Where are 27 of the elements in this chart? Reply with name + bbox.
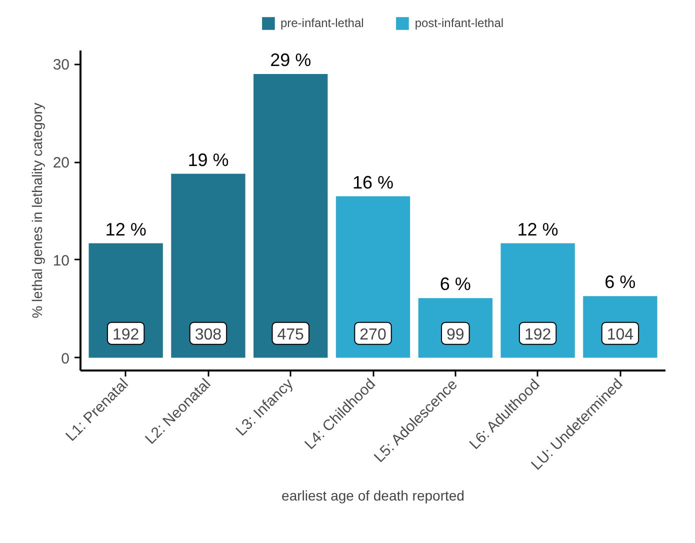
data-label: 6 % — [440, 274, 471, 294]
annotation: 192 — [112, 326, 140, 344]
legend-label: post-infant-lethal — [414, 16, 504, 30]
y-tick-label: 0 — [61, 350, 70, 368]
bar — [336, 196, 410, 358]
bar — [254, 74, 328, 358]
annotation: 475 — [277, 326, 304, 344]
bar — [88, 243, 163, 358]
y-axis-title: % lethal genes in lethality category — [28, 102, 45, 318]
x-axis-title: earliest age of death reported — [282, 488, 464, 504]
bar — [171, 174, 246, 358]
data-label: 12 % — [105, 219, 146, 240]
data-label: 29 % — [270, 50, 312, 70]
y-tick-label: 10 — [52, 252, 70, 270]
annotation: 270 — [360, 326, 386, 344]
annotation: 104 — [606, 326, 634, 344]
y-tick-label: 20 — [52, 154, 70, 172]
legend-label: pre-infant-lethal — [280, 16, 364, 30]
annotation: 99 — [446, 326, 464, 344]
data-label: 6 % — [604, 272, 636, 292]
data-label: 12 % — [517, 219, 558, 240]
annotation: 192 — [524, 326, 552, 344]
bar — [500, 243, 575, 358]
data-label: 16 % — [352, 172, 394, 192]
y-tick-label: 30 — [52, 56, 70, 74]
data-label: 19 % — [188, 150, 229, 170]
annotation: 308 — [194, 326, 222, 344]
